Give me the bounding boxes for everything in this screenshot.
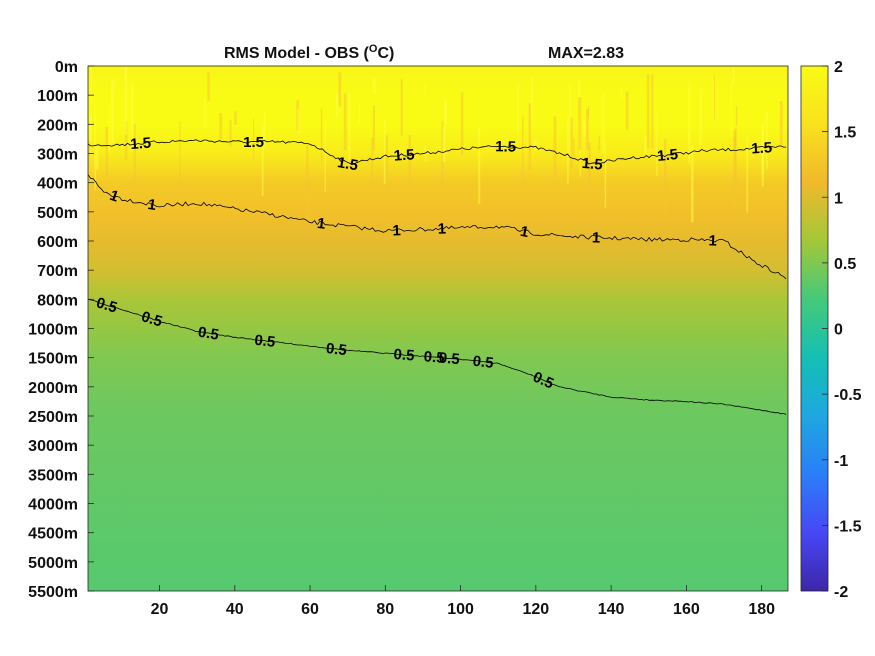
y-tick-label: 0m	[55, 59, 78, 76]
contour-label: 1.5	[495, 138, 516, 155]
colorbar-tick-label: 0.5	[834, 256, 856, 273]
max-label: MAX=2.83	[548, 45, 624, 62]
x-axis: 20 40 60 80 100 120 140 160 180	[151, 585, 775, 618]
colorbar-tick-label: -2	[834, 584, 848, 601]
colorbar-tick-label: -1.5	[834, 518, 862, 535]
y-tick-label: 2500m	[28, 409, 78, 426]
y-tick-label: 2000m	[28, 380, 78, 397]
contour-label: 0.5	[423, 348, 445, 367]
y-tick-label: 400m	[37, 176, 78, 193]
contour-label: 0.5	[94, 294, 119, 316]
x-tick-label: 80	[376, 601, 394, 618]
contour-label: 1	[392, 222, 401, 239]
contour-label: 1	[519, 223, 530, 241]
heatmap-field	[88, 66, 788, 591]
x-tick-label: 180	[748, 601, 775, 618]
colorbar-ticks: 2 1.5 1 0.5 0 -0.5 -1 -1.5 -2	[822, 59, 862, 601]
contour-label: 0.5	[438, 350, 460, 369]
x-tick-label: 60	[301, 601, 319, 618]
y-tick-label: 500m	[37, 205, 78, 222]
contour-line-1-5	[88, 139, 787, 165]
colorbar-tick-label: -1	[834, 453, 848, 470]
chart-title: RMS Model - OBS (OC)	[224, 43, 394, 62]
contour-label: 1	[437, 220, 446, 237]
contour-label: 0.5	[139, 308, 164, 330]
y-tick-label: 200m	[37, 117, 78, 134]
contour-label: 1.5	[751, 139, 773, 157]
contour-label: 1	[316, 215, 326, 233]
colorbar-tick-label: 1	[834, 190, 843, 207]
y-tick-label: 600m	[37, 234, 78, 251]
colorbar-tick-label: -0.5	[834, 387, 862, 404]
y-tick-label: 300m	[37, 147, 78, 164]
contour-label: 1.5	[581, 155, 603, 174]
contour-label: 1	[147, 196, 158, 214]
y-tick-label: 4500m	[28, 526, 78, 543]
contour-line-0-5	[88, 299, 787, 415]
colorbar: 2 1.5 1 0.5 0 -0.5 -1 -1.5 -2	[800, 59, 862, 601]
plot-area	[88, 66, 788, 591]
y-tick-label: 3500m	[28, 467, 78, 484]
y-tick-label: 5500m	[28, 584, 78, 601]
contour-label: 1.5	[336, 154, 359, 174]
y-tick-label: 1000m	[28, 322, 78, 339]
heatmap-texture	[88, 66, 783, 225]
x-tick-label: 40	[226, 601, 244, 618]
y-tick-label: 1500m	[28, 351, 78, 368]
contour-label: 1.5	[656, 146, 678, 165]
x-tick-label: 120	[522, 601, 549, 618]
contour-label: 1.5	[393, 146, 415, 165]
contour-label: 1	[708, 232, 717, 249]
y-axis: 0m 100m 200m 300m 400m 500m 600m 700m 800m 1000m 1…	[28, 59, 94, 601]
contour-lines	[88, 139, 787, 415]
x-tick-label: 160	[673, 601, 700, 618]
contour-label: 0.5	[393, 346, 415, 365]
contour-label: 1	[592, 229, 601, 246]
y-tick-label: 3000m	[28, 438, 78, 455]
contour-line-1	[88, 174, 787, 280]
colorbar-tick-label: 2	[834, 59, 843, 76]
y-tick-label: 4000m	[28, 497, 78, 514]
contour-label: 1.5	[243, 134, 264, 151]
colorbar-tick-label: 1.5	[834, 125, 856, 142]
y-tick-label: 100m	[37, 88, 78, 105]
contour-label: 1.5	[130, 135, 152, 154]
contour-label: 0.5	[254, 332, 277, 351]
x-tick-label: 100	[447, 601, 474, 618]
x-tick-label: 140	[598, 601, 625, 618]
y-tick-label: 5000m	[28, 555, 78, 572]
contour-label: 0.5	[197, 324, 220, 344]
x-tick-label: 20	[151, 601, 169, 618]
contour-label: 0.5	[325, 340, 348, 359]
colorbar-tick-label: 0	[834, 322, 843, 339]
y-tick-label: 800m	[37, 292, 78, 309]
contour-label: 0.5	[472, 353, 495, 372]
y-tick-label: 700m	[37, 263, 78, 280]
